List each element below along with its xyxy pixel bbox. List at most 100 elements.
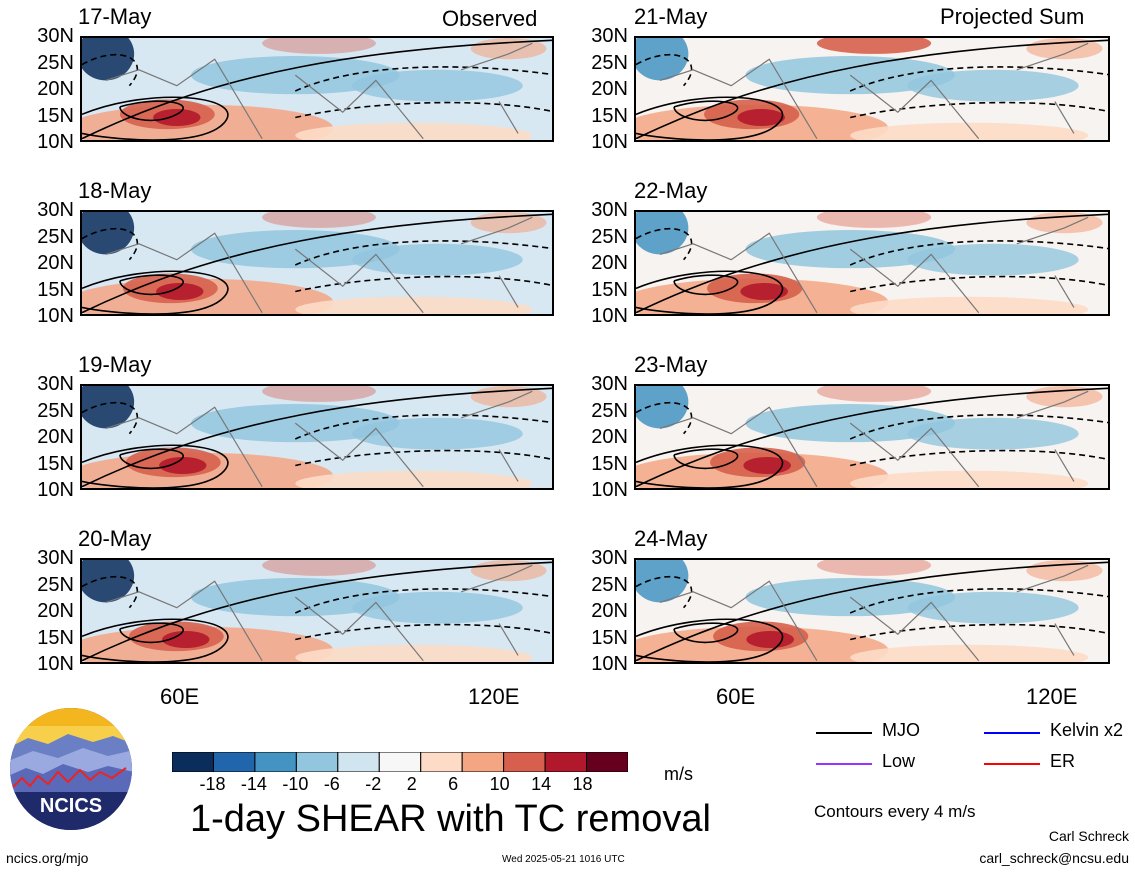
legend-line-kelvin [984, 732, 1040, 734]
legend-item-er: ER [984, 751, 1134, 775]
lat-label-15n: 15N [37, 626, 74, 649]
lat-label-30n: 30N [37, 25, 74, 47]
lat-label-20n: 20N [591, 252, 628, 274]
shear-map-22-may [634, 210, 1110, 316]
lat-label-25n: 25N [591, 573, 628, 596]
shear-map-19-may [80, 384, 554, 490]
lat-label-20n: 20N [591, 426, 628, 448]
footer-timestamp: Wed 2025-05-21 1016 UTC [502, 854, 625, 865]
colorbar-swatch [461, 751, 505, 773]
lat-label-30n: 30N [37, 199, 74, 221]
shear-map-21-may [634, 36, 1110, 142]
colorbar-swatch [503, 751, 546, 773]
lat-label-25n: 25N [37, 399, 74, 422]
lat-label-15n: 15N [37, 452, 74, 475]
colorbar-swatch [420, 751, 463, 773]
lat-label-20n: 20N [37, 600, 74, 622]
colorbar-tick: -6 [323, 774, 340, 794]
lat-label-10n: 10N [591, 305, 628, 327]
footer-author: Carl Schreck [1048, 828, 1129, 844]
lat-label-20n: 20N [37, 426, 74, 448]
lon-label-120e-right: 120E [1026, 684, 1078, 709]
lat-label-15n: 15N [591, 278, 628, 301]
legend-label-low: Low [882, 751, 916, 771]
lat-label-25n: 25N [37, 225, 74, 248]
panel-date-left-1: 18-May [78, 178, 152, 203]
lon-label-60e-right: 60E [716, 684, 756, 709]
legend-label-mjo: MJO [882, 720, 920, 740]
lat-label-15n: 15N [37, 278, 74, 301]
legend-label-kelvin: Kelvin x2 [1050, 720, 1124, 740]
ncics-logo-text: NCICS [40, 795, 102, 817]
panel-date-right-1: 22-May [634, 178, 708, 203]
shear-map-17-may [80, 36, 554, 142]
lat-label-30n: 30N [591, 547, 628, 569]
colorbar-swatch [254, 751, 297, 773]
lat-label-20n: 20N [37, 252, 74, 274]
panel-date-right-0: 21-May [634, 4, 708, 29]
lat-label-15n: 15N [591, 104, 628, 127]
colorbar-tick: -2 [365, 774, 382, 794]
panel-date-right-2: 23-May [634, 352, 708, 377]
lat-label-30n: 30N [591, 25, 628, 47]
legend-item-kelvin: Kelvin x2 [984, 720, 1134, 744]
colorbar [171, 751, 629, 773]
lat-label-25n: 25N [591, 51, 628, 74]
colorbar-swatch [295, 751, 339, 773]
colorbar-swatches [171, 751, 629, 773]
legend-line-er [984, 763, 1040, 765]
panel-date-right-3: 24-May [634, 526, 708, 551]
lat-label-10n: 10N [37, 131, 74, 153]
lat-label-10n: 10N [37, 305, 74, 327]
chart-title: 1-day SHEAR with TC removal [190, 798, 711, 840]
lat-label-20n: 20N [37, 78, 74, 100]
lat-label-25n: 25N [37, 573, 74, 596]
colorbar-swatch [544, 751, 588, 773]
projected-sum-label: Projected Sum [940, 4, 1085, 29]
colorbar-swatch [586, 751, 629, 773]
shear-map-20-may [80, 558, 554, 664]
lat-label-30n: 30N [591, 199, 628, 221]
footer-url[interactable]: ncics.org/mjo [6, 850, 89, 866]
colorbar-tick: -10 [282, 774, 309, 794]
lat-label-15n: 15N [591, 626, 628, 649]
footer-email[interactable]: carl_schreck@ncsu.edu [979, 850, 1129, 866]
legend-item-low: Low [816, 751, 966, 775]
contour-note: Contours every 4 m/s [814, 802, 976, 821]
lat-label-25n: 25N [591, 399, 628, 422]
panel-date-left-2: 19-May [78, 352, 152, 377]
colorbar-swatch [337, 751, 380, 773]
ncics-logo: NCICS [8, 706, 134, 832]
lon-label-120e-left: 120E [468, 684, 520, 709]
lat-label-30n: 30N [591, 373, 628, 395]
lat-label-30n: 30N [37, 547, 74, 569]
lat-label-10n: 10N [591, 479, 628, 501]
colorbar-unit: m/s [664, 764, 693, 784]
colorbar-tick: -18 [199, 774, 226, 794]
legend: MJO Kelvin x2 Low ER [810, 716, 1130, 786]
legend-line-mjo [816, 732, 872, 734]
colorbar-swatch [212, 751, 256, 773]
ncics-logo-graphic: NCICS [10, 708, 132, 830]
colorbar-tick: 18 [572, 774, 593, 794]
colorbar-tick: 2 [406, 774, 417, 794]
colorbar-swatch [378, 751, 422, 773]
panel-date-left-0: 17-May [78, 4, 152, 29]
lat-label-20n: 20N [591, 78, 628, 100]
lat-label-20n: 20N [591, 600, 628, 622]
shear-map-18-may [80, 210, 554, 316]
colorbar-tick: -14 [240, 774, 267, 794]
shear-map-24-may [634, 558, 1110, 664]
legend-label-er: ER [1050, 751, 1076, 771]
lat-label-25n: 25N [37, 51, 74, 74]
lat-label-15n: 15N [37, 104, 74, 127]
lon-label-60e-left: 60E [160, 684, 200, 709]
lat-label-10n: 10N [591, 653, 628, 675]
colorbar-tick: 14 [531, 774, 552, 794]
lat-label-10n: 10N [37, 479, 74, 501]
lat-label-15n: 15N [591, 452, 628, 475]
lat-label-10n: 10N [37, 653, 74, 675]
lat-label-10n: 10N [591, 131, 628, 153]
colorbar-swatch [171, 751, 214, 773]
shear-map-23-may [634, 384, 1110, 490]
